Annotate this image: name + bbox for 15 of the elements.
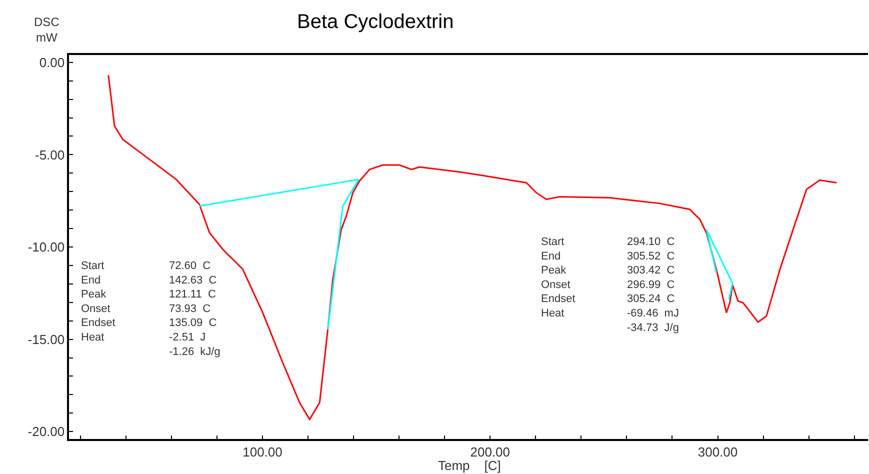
annotation: Start End Peak Onset Endset Heat <box>541 236 576 320</box>
y-tick-label: -10.00 <box>28 240 65 255</box>
x-tick-label: 300.00 <box>698 444 738 460</box>
y-tick-label: -15.00 <box>28 332 65 347</box>
y-tick-label: 0.00 <box>39 54 65 70</box>
annotation: 72.60 C 142.63 C 121.11 C 73.93 C 135.09 C -2.51 J -1.26 kJ/g <box>169 260 220 358</box>
annotation: Start End Peak Onset Endset Heat <box>81 260 116 344</box>
chart-title: Beta Cyclodextrin <box>297 11 454 33</box>
x-tick-label: 200.00 <box>470 444 510 460</box>
annotation: 294.10 C 305.52 C 303.42 C 296.99 C 305.24 C -69.46 mJ -34.73 J/g <box>627 236 679 334</box>
x-tick-label: 100.00 <box>242 444 282 460</box>
y-axis-title: DSC mW <box>34 15 60 45</box>
x-axis-title: Temp [C] <box>438 458 501 473</box>
y-tick-label: -20.00 <box>28 424 65 440</box>
y-tick-label: -5.00 <box>35 147 65 162</box>
